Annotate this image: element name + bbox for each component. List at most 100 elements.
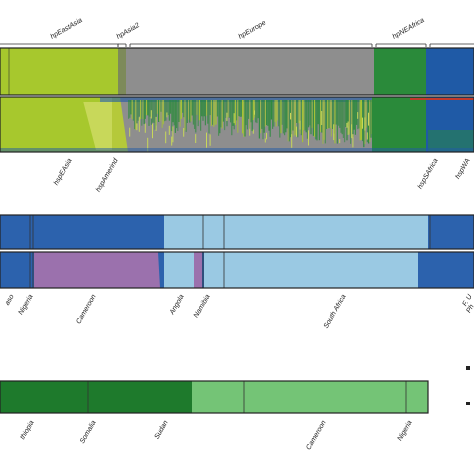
mixture-streak bbox=[248, 100, 250, 119]
mixture-streak bbox=[206, 100, 208, 116]
mixture-streak bbox=[366, 132, 368, 140]
mixture-streak bbox=[329, 100, 331, 128]
mixture-streak bbox=[312, 100, 314, 136]
mixture-streak bbox=[177, 100, 179, 131]
mixture-streak bbox=[328, 100, 330, 129]
mixture-streak bbox=[347, 121, 349, 135]
mixture-streak bbox=[166, 100, 168, 117]
mixture-streak bbox=[305, 100, 307, 133]
mixture-streak bbox=[198, 100, 200, 121]
b2-purple-edge bbox=[148, 252, 160, 288]
mixture-streak bbox=[203, 100, 205, 117]
panel-b-row-1 bbox=[0, 214, 474, 250]
mixture-streak bbox=[254, 110, 255, 115]
mixture-streak bbox=[233, 113, 235, 124]
mixture-streak bbox=[357, 112, 359, 119]
subpop-hspNEAfrica bbox=[372, 97, 426, 152]
mixture-streak bbox=[172, 126, 174, 143]
panel-b: aso Nigeria Cameroon Angola Namibia Sout… bbox=[0, 214, 474, 330]
mixture-streak bbox=[216, 100, 218, 117]
mixture-streak bbox=[150, 110, 152, 119]
mixture-streak bbox=[168, 100, 170, 121]
mixture-streak bbox=[308, 100, 310, 128]
bottom-label-aso: aso bbox=[4, 293, 16, 306]
panel-a-brackets bbox=[0, 43, 474, 47]
mixture-streak bbox=[276, 100, 278, 121]
mixture-streak bbox=[327, 100, 329, 129]
mixture-streak bbox=[138, 100, 140, 117]
mixture-streak bbox=[344, 100, 346, 143]
mixture-streak bbox=[250, 100, 252, 123]
mixture-streak bbox=[318, 100, 320, 141]
mixture-streak bbox=[368, 112, 369, 126]
segment-hpEurope bbox=[126, 48, 374, 95]
mixture-streak bbox=[365, 100, 367, 128]
mixture-streak bbox=[324, 100, 326, 144]
mixture-streak bbox=[287, 100, 289, 142]
mixture-streak bbox=[352, 134, 354, 148]
mixture-streak bbox=[130, 100, 132, 115]
subpop-green-top bbox=[0, 97, 100, 102]
panel-a-population-frame bbox=[0, 47, 474, 96]
mixture-streak bbox=[196, 100, 198, 115]
mixture-streak bbox=[279, 100, 281, 138]
mixture-streak bbox=[359, 100, 361, 141]
mixture-streak bbox=[180, 100, 182, 119]
mixture-streak bbox=[224, 100, 226, 131]
mixture-streak bbox=[243, 100, 245, 137]
mixture-streak bbox=[335, 100, 337, 125]
bracket-hpNEAfrica bbox=[375, 43, 427, 47]
b1-hspWAfrica bbox=[0, 215, 164, 249]
mixture-streak bbox=[360, 100, 362, 140]
mixture-streak bbox=[267, 100, 269, 126]
mixture-streak bbox=[308, 130, 309, 146]
b2-transition bbox=[418, 252, 430, 288]
mixture-streak bbox=[303, 100, 305, 131]
mixture-streak bbox=[237, 100, 239, 133]
mixture-streak bbox=[129, 127, 131, 137]
mixture-streak bbox=[228, 100, 230, 118]
mixture-streak bbox=[299, 100, 301, 134]
mixture-streak bbox=[204, 100, 206, 126]
panel-a: hpEastAsia hpAsia2 hpEurope hpNEAfrica bbox=[0, 17, 474, 193]
top-label-hpAsia2: hpAsia2 bbox=[116, 22, 141, 41]
mixture-streak bbox=[298, 100, 300, 124]
mixture-streak bbox=[160, 100, 162, 112]
mixture-streak bbox=[128, 100, 130, 119]
mixture-streak bbox=[244, 100, 246, 137]
mixture-streak bbox=[146, 100, 148, 116]
mixture-streak bbox=[280, 100, 282, 134]
bottom-label-hspWA: hspWA bbox=[454, 157, 471, 180]
subpop-blue-bottom bbox=[0, 148, 474, 152]
mixture-streak bbox=[314, 100, 316, 137]
bottom-label-hspSAfrica: hspSAfrica bbox=[417, 157, 440, 190]
mixture-streak bbox=[290, 112, 291, 120]
subpop-blue-top bbox=[0, 97, 474, 102]
mixture-streak bbox=[358, 100, 360, 129]
mixture-streak bbox=[306, 100, 308, 139]
mixture-streak bbox=[195, 134, 197, 143]
mixture-streak bbox=[213, 100, 215, 127]
mixture-streak bbox=[311, 100, 313, 128]
mixture-streak bbox=[254, 100, 256, 118]
panel-c-frame bbox=[0, 380, 429, 414]
bottom-label-cameroon: Cameroon bbox=[75, 293, 97, 325]
mixture-streak bbox=[268, 100, 270, 131]
mixture-streak bbox=[364, 117, 366, 131]
segment-edge bbox=[0, 47, 10, 96]
mixture-streak bbox=[154, 100, 156, 130]
mixture-streak bbox=[366, 100, 368, 143]
mixture-streak bbox=[147, 100, 149, 116]
mixture-streak bbox=[296, 126, 297, 137]
mixture-streak bbox=[256, 100, 258, 124]
subpop-mixed-green bbox=[428, 130, 474, 152]
bottom-label-cameroon-c: Cameroon bbox=[305, 419, 327, 451]
mixture-streak bbox=[136, 123, 138, 131]
mixture-streak bbox=[251, 100, 253, 132]
mixture-streak bbox=[347, 100, 349, 127]
mixture-streak bbox=[356, 100, 358, 125]
mixture-streak bbox=[171, 136, 173, 146]
mixture-streak bbox=[333, 100, 335, 134]
mixture-streak bbox=[351, 100, 353, 133]
bracket-hpAfrica1 bbox=[429, 43, 474, 47]
